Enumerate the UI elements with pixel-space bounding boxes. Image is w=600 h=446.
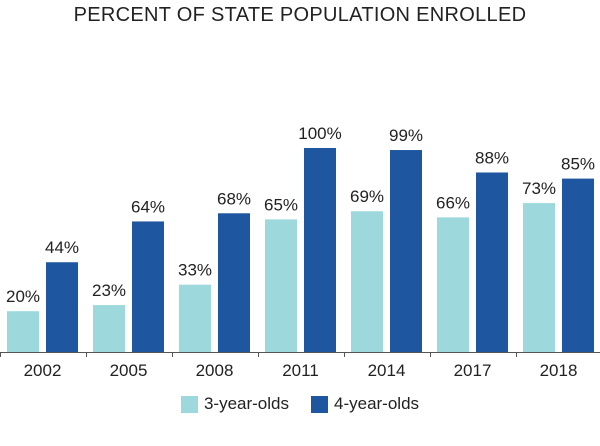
bar-4-year-olds-2014: [390, 150, 422, 352]
bar-3-year-olds-2018: [523, 203, 555, 352]
data-label-3-year-olds-2014: 69%: [350, 187, 384, 206]
chart-title: PERCENT OF STATE POPULATION ENROLLED: [73, 4, 527, 26]
legend: 3-year-olds 4-year-olds: [0, 394, 600, 414]
bar-4-year-olds-2018: [562, 178, 594, 352]
x-tick-label-2018: 2018: [540, 361, 578, 380]
legend-label-3-year-olds: 3-year-olds: [203, 394, 289, 413]
data-label-3-year-olds-2017: 66%: [436, 193, 470, 212]
bar-4-year-olds-2002: [46, 262, 78, 352]
x-tick-label-2008: 2008: [196, 361, 234, 380]
data-label-4-year-olds-2005: 64%: [131, 197, 165, 216]
x-tick-label-2017: 2017: [454, 361, 492, 380]
bar-3-year-olds-2014: [351, 211, 383, 352]
x-tick-label-2014: 2014: [368, 361, 406, 380]
bar-3-year-olds-2011: [265, 219, 297, 352]
bar-4-year-olds-2017: [476, 172, 508, 352]
data-label-4-year-olds-2002: 44%: [45, 238, 79, 257]
x-tick-label-2002: 2002: [24, 361, 62, 380]
data-label-3-year-olds-2011: 65%: [264, 195, 298, 214]
legend-item-3-year-olds: 3-year-olds: [180, 394, 289, 414]
bar-3-year-olds-2017: [437, 217, 469, 352]
bar-3-year-olds-2002: [7, 311, 39, 352]
bar-4-year-olds-2005: [132, 221, 164, 352]
data-label-3-year-olds-2005: 23%: [92, 281, 126, 300]
legend-label-4-year-olds: 4-year-olds: [334, 394, 420, 413]
x-tick-label-2005: 2005: [110, 361, 148, 380]
data-label-4-year-olds-2017: 88%: [475, 148, 509, 167]
data-label-3-year-olds-2018: 73%: [522, 179, 556, 198]
data-label-4-year-olds-2018: 85%: [561, 155, 595, 174]
bar-3-year-olds-2008: [179, 284, 211, 352]
legend-swatch-4-year-olds: [311, 395, 328, 413]
bar-4-year-olds-2011: [304, 148, 336, 352]
bar-3-year-olds-2005: [93, 305, 125, 352]
data-label-4-year-olds-2011: 100%: [298, 124, 341, 143]
data-label-4-year-olds-2014: 99%: [389, 126, 423, 145]
data-label-3-year-olds-2002: 20%: [6, 287, 40, 306]
legend-swatch-3-year-olds: [180, 395, 198, 413]
bar-4-year-olds-2008: [218, 213, 250, 352]
legend-item-4-year-olds: 4-year-olds: [311, 394, 419, 414]
data-label-3-year-olds-2008: 33%: [178, 261, 212, 280]
x-tick-label-2011: 2011: [282, 361, 319, 380]
data-label-4-year-olds-2008: 68%: [217, 189, 251, 208]
